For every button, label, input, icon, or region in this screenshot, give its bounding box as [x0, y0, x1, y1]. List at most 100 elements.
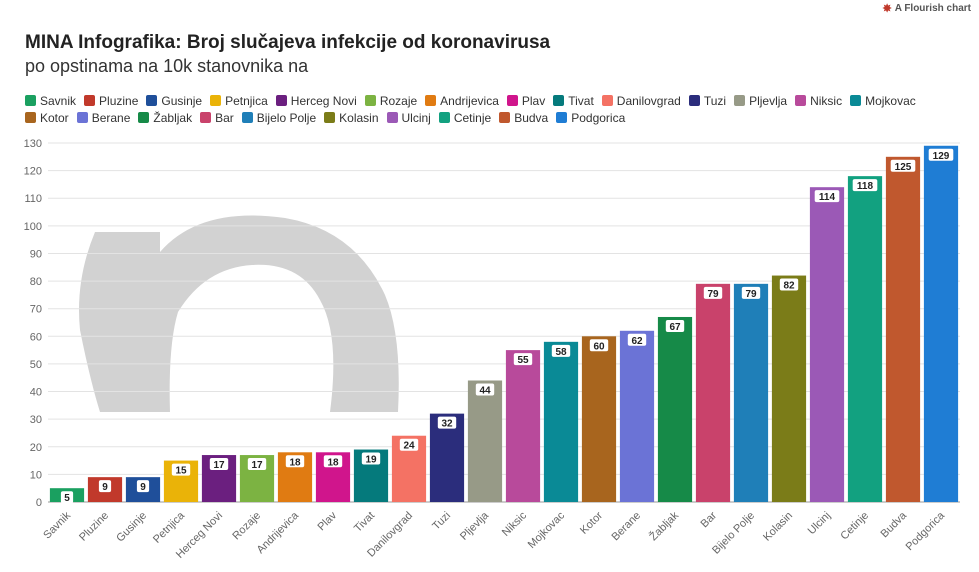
bar[interactable] — [923, 145, 959, 502]
data-label: 79 — [707, 289, 719, 300]
x-tick-label: Cetinje — [838, 510, 871, 543]
legend-swatch — [601, 95, 613, 106]
legend-label: Bijelo Polje — [256, 110, 317, 125]
bar[interactable] — [543, 341, 579, 502]
bar[interactable] — [505, 350, 541, 502]
legend-item[interactable]: Berane — [76, 110, 130, 125]
legend: Savnik Pluzine Gusinje Petnjica Herceg Novi R… — [25, 93, 970, 125]
x-tick-label: Kolasin — [761, 510, 795, 544]
legend-label: Bar — [215, 110, 234, 125]
legend-label: Tivat — [568, 93, 594, 108]
data-label-box — [247, 458, 267, 471]
x-tick-label: Pluzine — [77, 510, 111, 544]
legend-swatch — [241, 112, 253, 123]
legend-item[interactable]: Andrijevica — [425, 93, 499, 108]
flourish-credit[interactable]: ✸ A Flourish chart — [882, 2, 971, 15]
legend-item[interactable]: Petnjica — [210, 93, 268, 108]
legend-item[interactable]: Kotor — [25, 110, 69, 125]
legend-swatch — [76, 112, 88, 123]
data-label: 67 — [669, 322, 681, 333]
y-tick-label: 20 — [30, 442, 42, 454]
legend-item[interactable]: Cetinje — [438, 110, 492, 125]
legend-item[interactable]: Podgorica — [556, 110, 625, 125]
data-label: 15 — [175, 466, 187, 477]
x-tick-label: Mojkovac — [526, 509, 568, 551]
legend-label: Žabljak — [153, 110, 193, 125]
data-label-box — [98, 480, 112, 493]
credit-text: A Flourish chart — [894, 3, 971, 14]
data-label: 82 — [783, 281, 795, 292]
legend-item[interactable]: Žabljak — [138, 110, 192, 125]
legend-swatch — [146, 95, 158, 106]
legend-label: Rozaje — [379, 93, 418, 108]
legend-item[interactable]: Niksic — [795, 93, 842, 108]
legend-item[interactable]: Rozaje — [364, 93, 418, 108]
legend-item[interactable]: Pljevlja — [734, 93, 787, 108]
data-label: 24 — [403, 441, 415, 452]
bar[interactable] — [581, 336, 617, 502]
data-label-box — [60, 491, 74, 504]
legend-item[interactable]: Pluzine — [84, 93, 138, 108]
legend-label: Danilovgrad — [616, 93, 681, 108]
y-tick-label: 110 — [24, 193, 42, 205]
legend-label: Plav — [521, 93, 546, 108]
legend-item[interactable]: Bijelo Polje — [241, 110, 317, 125]
legend-item[interactable]: Savnik — [25, 93, 76, 108]
data-label-box — [779, 278, 799, 291]
data-label-box — [513, 353, 533, 366]
x-tick-label: Savnik — [41, 509, 73, 541]
data-label: 9 — [140, 482, 146, 493]
y-tick-label: 130 — [24, 138, 42, 150]
legend-label: Pljevlja — [749, 93, 788, 108]
x-tick-label: Gusinje — [114, 510, 149, 545]
legend-label: Kolasin — [339, 110, 379, 125]
legend-item[interactable]: Gusinje — [146, 93, 202, 108]
legend-item[interactable]: Bar — [200, 110, 234, 125]
data-label-box — [852, 179, 878, 192]
bar[interactable] — [619, 330, 655, 502]
legend-item[interactable]: Tuzi — [688, 93, 726, 108]
x-tick-label: Ulcinj — [806, 510, 834, 538]
legend-label: Pluzine — [99, 93, 139, 108]
bar[interactable] — [695, 283, 731, 502]
legend-item[interactable]: Kolasin — [324, 110, 379, 125]
bar[interactable] — [657, 316, 693, 502]
legend-swatch — [850, 95, 862, 106]
x-tick-label: Kotor — [578, 509, 605, 536]
legend-label: Cetinje — [453, 110, 492, 125]
bar[interactable] — [771, 275, 807, 502]
legend-swatch — [210, 95, 222, 106]
data-label: 129 — [933, 151, 950, 162]
data-label-box — [814, 190, 840, 203]
legend-swatch — [688, 95, 700, 106]
legend-swatch — [386, 112, 398, 123]
data-label-box — [627, 333, 647, 346]
data-label: 118 — [857, 181, 874, 192]
legend-item[interactable]: Herceg Novi — [275, 93, 357, 108]
y-tick-label: 70 — [30, 304, 42, 316]
data-label-box — [475, 383, 495, 396]
bar[interactable] — [733, 283, 769, 502]
y-tick-label: 90 — [30, 248, 42, 260]
x-tick-label: Andrijevica — [255, 509, 302, 556]
data-label-box — [209, 458, 229, 471]
bar[interactable] — [885, 156, 921, 503]
x-tick-label: Rozaje — [230, 510, 263, 543]
legend-swatch — [499, 112, 511, 123]
data-label: 5 — [64, 493, 70, 504]
bar[interactable] — [809, 187, 845, 502]
legend-swatch — [795, 95, 807, 106]
legend-item[interactable]: Danilovgrad — [601, 93, 681, 108]
legend-swatch — [275, 95, 287, 106]
legend-item[interactable]: Plav — [506, 93, 546, 108]
bar[interactable] — [467, 380, 503, 502]
data-label-box — [665, 319, 685, 332]
legend-item[interactable]: Tivat — [553, 93, 594, 108]
legend-swatch — [506, 95, 518, 106]
legend-item[interactable]: Budva — [499, 110, 548, 125]
legend-swatch — [364, 95, 376, 106]
legend-item[interactable]: Mojkovac — [850, 93, 916, 108]
bar[interactable] — [847, 176, 883, 502]
legend-item[interactable]: Ulcinj — [386, 110, 431, 125]
